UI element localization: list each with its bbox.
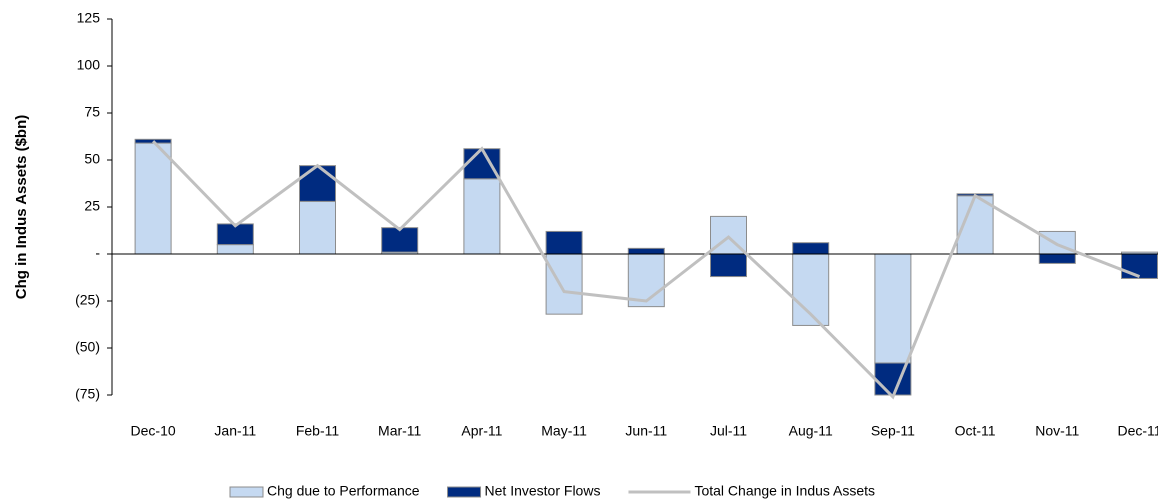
y-tick-label: 125: [77, 10, 101, 26]
bar: [1038, 253, 1076, 264]
y-tick-label: 100: [77, 57, 101, 73]
x-tick-label: Feb-11: [296, 423, 340, 439]
legend-label: Total Change in Indus Assets: [694, 483, 875, 499]
legend-label: Chg due to Performance: [267, 483, 420, 499]
y-tick-label: 50: [84, 151, 100, 167]
bar: [545, 230, 583, 255]
bar: [299, 165, 336, 202]
bar: [299, 200, 336, 255]
x-tick-label: Jul-11: [710, 423, 747, 439]
x-tick-label: May-11: [541, 423, 587, 439]
x-tick-label: Apr-11: [461, 423, 502, 439]
bar: [134, 142, 172, 255]
bar: [1121, 253, 1158, 279]
line: [152, 140, 1141, 400]
x-tick-label: Sep-11: [871, 423, 915, 439]
x-tick-label: Oct-11: [955, 423, 996, 439]
x-tick-label: Jun-11: [625, 423, 667, 439]
x-tick-label: Dec-11: [1117, 423, 1158, 439]
x-tick-label: Nov-11: [1035, 423, 1079, 439]
bar: [463, 148, 501, 180]
y-tick-label: (50): [75, 339, 100, 355]
y-tick-label: (75): [75, 386, 100, 402]
bar: [381, 227, 419, 253]
y-tick-label: 75: [84, 104, 100, 120]
bar: [627, 253, 665, 308]
bar: [545, 253, 583, 315]
bar: [216, 244, 254, 255]
x-tick-label: Mar-11: [378, 423, 422, 439]
y-tick-label: (25): [75, 292, 100, 308]
bar: [792, 242, 830, 255]
bar: [627, 247, 665, 255]
bar: [710, 253, 747, 278]
bar: [792, 253, 830, 326]
bar: [463, 178, 501, 255]
y-axis-label: Chg in Indus Assets ($bn): [13, 115, 30, 299]
x-tick-label: Dec-10: [131, 423, 176, 439]
x-tick-label: Aug-11: [789, 423, 833, 439]
legend-swatch: [229, 486, 264, 498]
legend-label: Net Investor Flows: [485, 483, 601, 499]
y-tick-label: -: [95, 245, 100, 261]
legend-swatch: [447, 486, 482, 498]
bar: [874, 253, 912, 364]
y-tick-label: 25: [84, 198, 100, 214]
x-tick-label: Jan-11: [214, 423, 256, 439]
